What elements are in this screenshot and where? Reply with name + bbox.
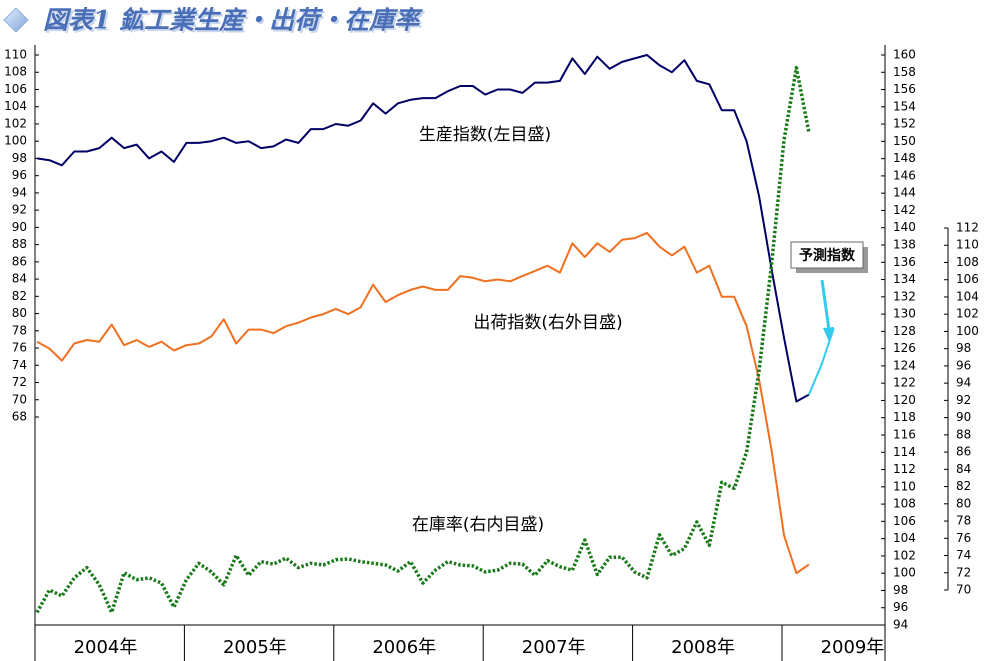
y2-tick-label: 138 xyxy=(893,238,916,252)
y3-tick-label: 86 xyxy=(956,445,971,459)
y-tick-label: 100 xyxy=(4,134,27,148)
y3-tick-label: 70 xyxy=(956,583,971,597)
y2-tick-label: 120 xyxy=(893,393,916,407)
y3-tick-label: 110 xyxy=(956,238,979,252)
y2-tick-label: 136 xyxy=(893,255,916,269)
y2-tick-label: 126 xyxy=(893,341,916,355)
y2-tick-label: 144 xyxy=(893,186,916,200)
y2-tick-label: 106 xyxy=(893,514,916,528)
y3-tick-label: 84 xyxy=(956,462,971,476)
y2-tick-label: 128 xyxy=(893,324,916,338)
y-tick-label: 72 xyxy=(12,375,27,389)
y3-tick-label: 100 xyxy=(956,324,979,338)
y2-tick-label: 102 xyxy=(893,548,916,562)
y2-tick-label: 100 xyxy=(893,566,916,580)
y-tick-label: 90 xyxy=(12,220,27,234)
y3-tick-label: 98 xyxy=(956,341,971,355)
y2-tick-label: 154 xyxy=(893,99,916,113)
x-tick-label: 2007年 xyxy=(522,637,586,658)
x-tick-label: 2004年 xyxy=(74,637,138,658)
y3-tick-label: 106 xyxy=(956,272,979,286)
y-tick-label: 94 xyxy=(12,185,27,199)
y3-tick-label: 88 xyxy=(956,427,971,441)
y3-tick-label: 96 xyxy=(956,358,971,372)
y2-tick-label: 118 xyxy=(893,410,916,424)
y-tick-label: 76 xyxy=(12,341,27,355)
y3-tick-label: 104 xyxy=(956,289,979,303)
y-tick-label: 82 xyxy=(12,289,27,303)
y3-tick-label: 72 xyxy=(956,565,971,579)
y2-tick-label: 134 xyxy=(893,272,916,286)
y2-tick-label: 160 xyxy=(893,48,916,62)
y-tick-label: 80 xyxy=(12,306,27,320)
x-tick-label: 2009年 xyxy=(821,637,885,658)
y3-tick-label: 112 xyxy=(956,221,979,235)
y3-tick-label: 92 xyxy=(956,393,971,407)
y-tick-label: 96 xyxy=(12,168,27,182)
series-line xyxy=(36,231,810,575)
y3-tick-label: 82 xyxy=(956,479,971,493)
y2-tick-label: 158 xyxy=(893,65,916,79)
series-line xyxy=(36,54,810,403)
y2-tick-label: 122 xyxy=(893,376,916,390)
y3-tick-label: 80 xyxy=(956,496,971,510)
y2-tick-label: 152 xyxy=(893,117,916,131)
y-tick-label: 102 xyxy=(4,116,27,130)
y2-tick-label: 124 xyxy=(893,358,916,372)
y2-tick-label: 132 xyxy=(893,289,916,303)
y-tick-label: 68 xyxy=(12,410,27,424)
series-annotation: 生産指数(左目盛) xyxy=(419,125,551,145)
y-tick-label: 88 xyxy=(12,237,27,251)
y-tick-label: 84 xyxy=(12,272,27,286)
chart-title: 図表1 鉱工業生産・出荷・在庫率 xyxy=(43,6,423,35)
y3-tick-label: 102 xyxy=(956,307,979,321)
y-tick-label: 92 xyxy=(12,203,27,217)
callout-arrowhead xyxy=(823,327,834,342)
series-line xyxy=(35,65,811,615)
y3-tick-label: 90 xyxy=(956,410,971,424)
y2-tick-label: 96 xyxy=(893,600,908,614)
series-annotation: 出荷指数(右外目盛) xyxy=(473,313,622,333)
y2-tick-label: 98 xyxy=(893,583,908,597)
callout-box xyxy=(790,241,864,269)
y-tick-label: 98 xyxy=(12,151,27,165)
y-tick-label: 106 xyxy=(4,82,27,96)
y2-tick-label: 140 xyxy=(893,220,916,234)
y2-tick-label: 150 xyxy=(893,134,916,148)
y2-tick-label: 130 xyxy=(893,307,916,321)
y3-tick-label: 74 xyxy=(956,548,971,562)
y2-tick-label: 114 xyxy=(893,445,916,459)
y3-tick-label: 76 xyxy=(956,531,971,545)
y2-tick-label: 142 xyxy=(893,203,916,217)
y-tick-label: 74 xyxy=(12,358,27,372)
y3-tick-label: 78 xyxy=(956,514,971,528)
y2-tick-label: 94 xyxy=(893,618,908,632)
y-tick-label: 104 xyxy=(4,99,27,113)
y3-tick-label: 94 xyxy=(956,376,971,390)
y2-tick-label: 156 xyxy=(893,82,916,96)
x-tick-label: 2008年 xyxy=(671,637,735,658)
series-annotation: 在庫率(右内目盛) xyxy=(412,515,544,535)
title-shadow: 図表1 鉱工業生産・出荷・在庫率 xyxy=(45,8,425,37)
y-tick-label: 70 xyxy=(12,392,27,406)
y-tick-label: 78 xyxy=(12,323,27,337)
y3-tick-label: 108 xyxy=(956,255,979,269)
y-tick-label: 86 xyxy=(12,254,27,268)
x-tick-label: 2006年 xyxy=(372,637,436,658)
y2-tick-label: 104 xyxy=(893,531,916,545)
y2-tick-label: 148 xyxy=(893,151,916,165)
y2-tick-label: 146 xyxy=(893,168,916,182)
y2-tick-label: 108 xyxy=(893,497,916,511)
y2-tick-label: 110 xyxy=(893,479,916,493)
callout-arrow xyxy=(820,279,831,331)
y-tick-label: 108 xyxy=(4,65,27,79)
series-line xyxy=(807,327,835,395)
callout-text: 予測指数 xyxy=(799,247,856,264)
title-icon xyxy=(3,7,29,33)
y2-tick-label: 116 xyxy=(893,428,916,442)
y2-tick-label: 112 xyxy=(893,462,916,476)
x-tick-label: 2005年 xyxy=(223,637,287,658)
y-tick-label: 110 xyxy=(4,48,27,62)
